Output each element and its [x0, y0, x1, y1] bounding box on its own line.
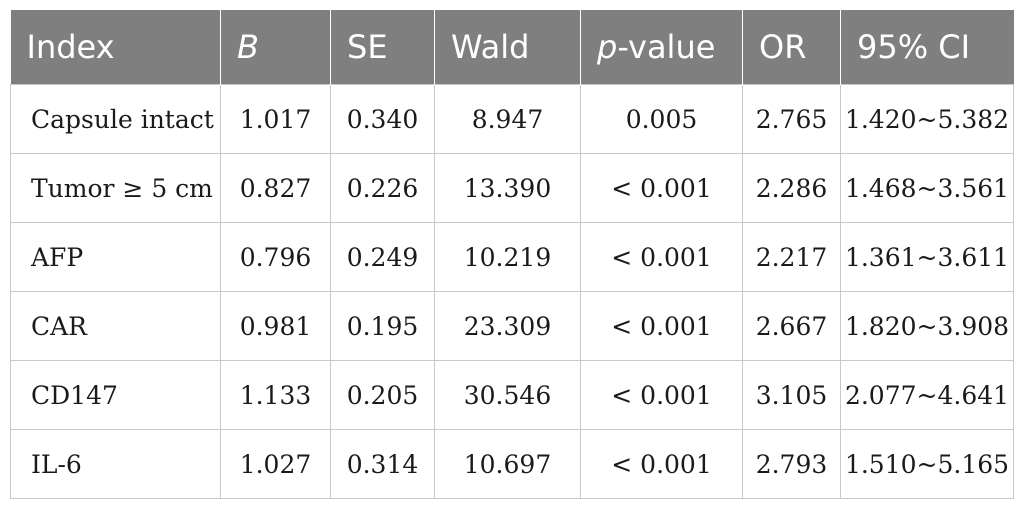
cell-index: IL-6: [10, 429, 221, 499]
cell-wald: 30.546: [434, 360, 581, 430]
cell-se: 0.314: [330, 429, 435, 499]
cell-se: 0.195: [330, 291, 435, 361]
cell-index: CAR: [10, 291, 221, 361]
cell-or: 2.765: [742, 84, 841, 154]
table-row: CD147 1.133 0.205 30.546 < 0.001 3.105 2…: [10, 360, 1014, 430]
cell-b: 1.027: [220, 429, 331, 499]
cell-wald: 8.947: [434, 84, 581, 154]
regression-table-container: Index B SE Wald p-value OR 95% CI Capsul…: [10, 10, 1014, 499]
header-wald: Wald: [434, 10, 581, 85]
table-row: Capsule intact 1.017 0.340 8.947 0.005 2…: [10, 84, 1014, 154]
cell-index: CD147: [10, 360, 221, 430]
cell-ci: 1.420~5.382: [840, 84, 1014, 154]
cell-p-value: < 0.001: [580, 222, 743, 292]
cell-p-value: < 0.001: [580, 360, 743, 430]
header-p-italic: p: [597, 28, 618, 66]
table-row: Tumor ≥ 5 cm 0.827 0.226 13.390 < 0.001 …: [10, 153, 1014, 223]
cell-ci: 1.820~3.908: [840, 291, 1014, 361]
cell-se: 0.249: [330, 222, 435, 292]
header-b-label: B: [237, 28, 259, 66]
cell-b: 0.981: [220, 291, 331, 361]
header-row: Index B SE Wald p-value OR 95% CI: [10, 10, 1014, 85]
cell-index: AFP: [10, 222, 221, 292]
cell-or: 2.286: [742, 153, 841, 223]
cell-ci: 1.468~3.561: [840, 153, 1014, 223]
table-row: AFP 0.796 0.249 10.219 < 0.001 2.217 1.3…: [10, 222, 1014, 292]
cell-b: 0.796: [220, 222, 331, 292]
cell-p-value: 0.005: [580, 84, 743, 154]
regression-table: Index B SE Wald p-value OR 95% CI Capsul…: [10, 10, 1014, 499]
cell-wald: 10.219: [434, 222, 581, 292]
cell-index: Capsule intact: [10, 84, 221, 154]
header-se: SE: [330, 10, 435, 85]
cell-ci: 2.077~4.641: [840, 360, 1014, 430]
cell-b: 1.133: [220, 360, 331, 430]
cell-index: Tumor ≥ 5 cm: [10, 153, 221, 223]
cell-ci: 1.361~3.611: [840, 222, 1014, 292]
cell-p-value: < 0.001: [580, 291, 743, 361]
cell-b: 0.827: [220, 153, 331, 223]
header-or: OR: [742, 10, 841, 85]
cell-p-value: < 0.001: [580, 429, 743, 499]
cell-se: 0.205: [330, 360, 435, 430]
cell-p-value: < 0.001: [580, 153, 743, 223]
cell-wald: 10.697: [434, 429, 581, 499]
header-p-rest: -value: [617, 28, 716, 66]
cell-ci: 1.510~5.165: [840, 429, 1014, 499]
cell-or: 2.667: [742, 291, 841, 361]
header-b: B: [220, 10, 331, 85]
cell-or: 2.217: [742, 222, 841, 292]
header-index: Index: [10, 10, 221, 85]
cell-se: 0.226: [330, 153, 435, 223]
table-row: IL-6 1.027 0.314 10.697 < 0.001 2.793 1.…: [10, 429, 1014, 499]
cell-b: 1.017: [220, 84, 331, 154]
cell-or: 2.793: [742, 429, 841, 499]
table-row: CAR 0.981 0.195 23.309 < 0.001 2.667 1.8…: [10, 291, 1014, 361]
cell-se: 0.340: [330, 84, 435, 154]
cell-or: 3.105: [742, 360, 841, 430]
header-p-value: p-value: [580, 10, 743, 85]
cell-wald: 13.390: [434, 153, 581, 223]
header-ci: 95% CI: [840, 10, 1014, 85]
cell-wald: 23.309: [434, 291, 581, 361]
